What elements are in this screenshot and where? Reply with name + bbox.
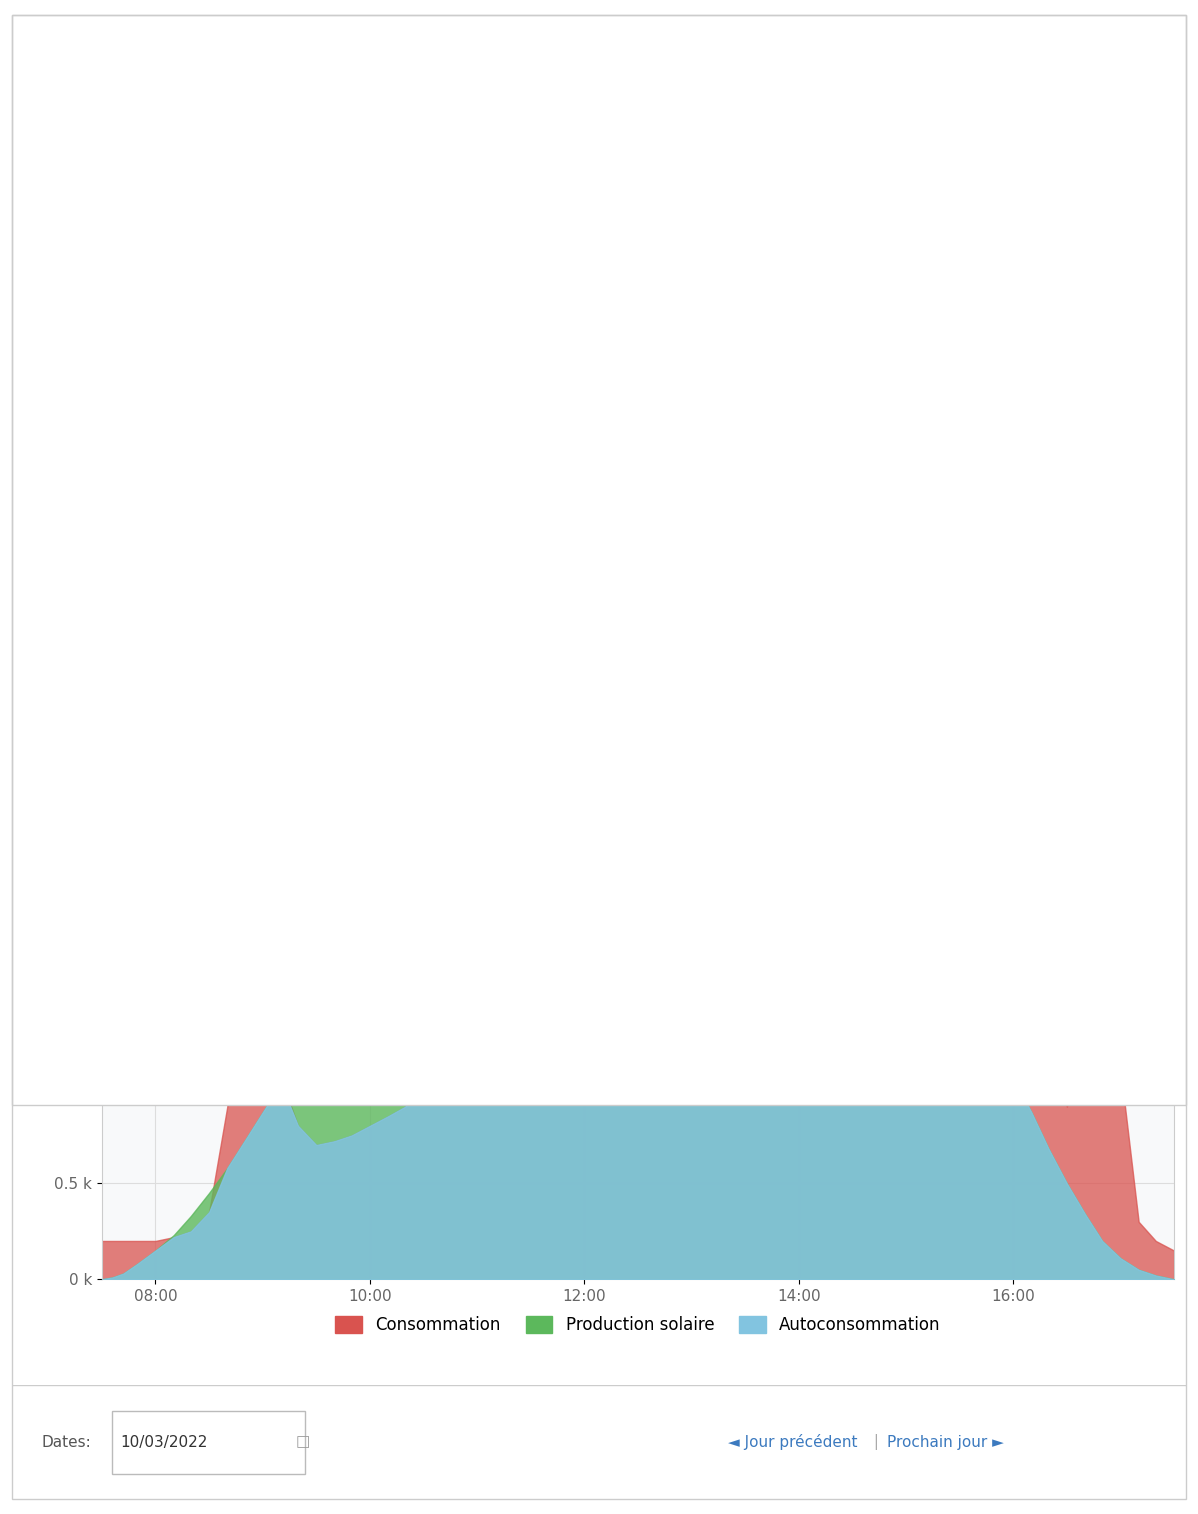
Bar [893, 257, 1010, 271]
Text: 2,18 kWh: 2,18 kWh [340, 403, 429, 421]
Text: Auto-consommation:: Auto-consommation: [47, 362, 207, 377]
Y-axis label: W: W [34, 858, 52, 875]
Bar [611, 257, 810, 271]
Bar [916, 354, 1022, 369]
Bar [47, 276, 501, 316]
Text: 91%: 91% [71, 288, 107, 303]
Text: 10/03/2022: 10/03/2022 [41, 176, 155, 192]
Text: edge: edge [1130, 483, 1172, 498]
Bar [501, 276, 546, 316]
Text: Jour: Jour [41, 111, 74, 129]
Text: Dates:: Dates: [41, 1435, 91, 1449]
Text: ▤: ▤ [1138, 42, 1156, 62]
Text: Exporter:: Exporter: [340, 362, 412, 377]
Bar [916, 395, 1022, 412]
Text: 23,83 kWh: 23,83 kWh [364, 241, 464, 257]
Text: Puissance et production: Puissance et production [41, 45, 363, 68]
Legend: Consommation, Production solaire, Autoconsommation: Consommation, Production solaire, Autoco… [328, 1310, 948, 1340]
Text: solar: solar [1100, 483, 1137, 498]
Text: 10/03/2022: 10/03/2022 [120, 1435, 207, 1449]
Bar [611, 395, 787, 412]
Text: Prochain jour ►: Prochain jour ► [887, 1435, 1004, 1449]
Text: Mois: Mois [241, 111, 279, 129]
Text: ◄ Jour précédent: ◄ Jour précédent [728, 1434, 858, 1450]
Bar [111, 1411, 305, 1475]
Text: Année: Année [552, 111, 605, 129]
Bar [623, 276, 805, 316]
Bar [611, 245, 810, 257]
Text: 9%: 9% [514, 288, 540, 303]
Text: |: | [869, 1434, 884, 1450]
Bar [893, 245, 1010, 257]
Text: 21,65 kWh: 21,65 kWh [47, 403, 146, 421]
Text: □: □ [296, 1435, 310, 1449]
Text: Reset zoom: Reset zoom [164, 483, 254, 498]
Text: Cycle de facturation: Cycle de facturation [358, 111, 526, 129]
Bar [805, 276, 1139, 316]
Text: Semaine: Semaine [141, 111, 213, 129]
Bar [611, 354, 787, 369]
Bar [34, 151, 109, 159]
Text: Production:: Production: [200, 241, 294, 257]
